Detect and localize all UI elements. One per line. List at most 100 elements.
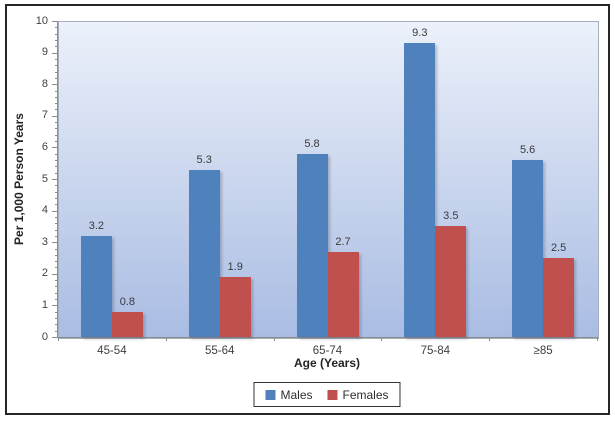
y-minor-tick — [55, 293, 58, 294]
y-minor-tick — [55, 185, 58, 186]
y-minor-tick — [55, 261, 58, 262]
y-minor-tick — [55, 97, 58, 98]
y-minor-tick — [55, 72, 58, 73]
y-minor-tick — [55, 59, 58, 60]
bar-males-55-64 — [189, 170, 220, 337]
y-minor-tick — [55, 217, 58, 218]
x-boundary-tick — [166, 337, 167, 341]
y-minor-tick — [55, 109, 58, 110]
y-tick-label: 1 — [41, 298, 48, 311]
y-major-tick — [52, 21, 58, 22]
y-minor-tick — [55, 318, 58, 319]
y-major-tick — [52, 84, 58, 85]
y-minor-tick — [55, 103, 58, 104]
y-minor-tick — [55, 34, 58, 35]
y-major-tick — [52, 147, 58, 148]
y-minor-tick — [55, 249, 58, 250]
y-major-tick — [52, 274, 58, 275]
x-axis-title: Age (Years) — [293, 356, 361, 370]
y-major-tick — [52, 337, 58, 338]
legend-item-females: Females — [327, 387, 389, 402]
x-boundary-tick — [274, 337, 275, 341]
y-minor-tick — [55, 141, 58, 142]
y-tick-label: 3 — [41, 235, 48, 248]
data-label: 3.5 — [443, 210, 459, 223]
bar-males-45-54 — [81, 236, 112, 337]
y-tick-label: 0 — [41, 330, 48, 343]
y-minor-tick — [55, 154, 58, 155]
bar-males-≥85 — [512, 160, 543, 337]
y-minor-tick — [55, 255, 58, 256]
y-minor-tick — [55, 267, 58, 268]
bar-males-75-84 — [404, 43, 435, 337]
y-minor-tick — [55, 299, 58, 300]
legend-swatch-icon — [265, 389, 276, 400]
x-boundary-tick — [381, 337, 382, 341]
bar-females-75-84 — [435, 226, 466, 337]
y-tick-label: 7 — [41, 109, 48, 122]
data-label: 0.8 — [119, 295, 136, 308]
y-minor-tick — [55, 312, 58, 313]
y-tick-label: 10 — [35, 14, 48, 27]
y-minor-tick — [55, 166, 58, 167]
y-minor-tick — [55, 160, 58, 161]
y-tick-label: 6 — [41, 140, 48, 153]
data-label: 1.9 — [227, 260, 243, 273]
y-axis-title: Per 1,000 Person Years — [12, 113, 26, 245]
y-minor-tick — [55, 236, 58, 237]
y-minor-tick — [55, 135, 58, 136]
legend-swatch-icon — [327, 389, 338, 400]
y-minor-tick — [55, 192, 58, 193]
y-minor-tick — [55, 198, 58, 199]
y-minor-tick — [55, 331, 58, 332]
bar-females-65-74 — [328, 252, 359, 337]
y-minor-tick — [55, 65, 58, 66]
y-minor-tick — [55, 223, 58, 224]
y-minor-tick — [55, 230, 58, 231]
data-label: 5.3 — [196, 153, 212, 166]
bar-females-45-54 — [112, 312, 143, 337]
y-major-tick — [52, 242, 58, 243]
legend: Males Females — [253, 382, 401, 407]
x-boundary-tick — [58, 337, 59, 341]
data-label: 5.6 — [519, 144, 536, 157]
data-label: 9.3 — [412, 27, 428, 40]
y-minor-tick — [55, 78, 58, 79]
x-tick-label: 45-54 — [97, 345, 127, 357]
legend-item-males: Males — [265, 387, 313, 402]
y-major-tick — [52, 305, 58, 306]
y-minor-tick — [55, 280, 58, 281]
data-label: 5.8 — [304, 137, 320, 150]
data-label: 2.5 — [550, 242, 567, 254]
y-major-tick — [52, 179, 58, 180]
y-minor-tick — [55, 286, 58, 287]
y-minor-tick — [55, 91, 58, 92]
x-boundary-tick — [489, 337, 490, 341]
bar-males-65-74 — [297, 154, 328, 337]
y-tick-label: 8 — [41, 77, 48, 90]
data-label: 3.2 — [88, 219, 105, 232]
y-tick-label: 9 — [41, 46, 48, 59]
x-boundary-tick — [597, 337, 598, 341]
bar-females-≥85 — [543, 258, 574, 337]
y-tick-label: 4 — [41, 204, 48, 217]
x-tick-label: 75-84 — [420, 345, 450, 357]
y-minor-tick — [55, 40, 58, 41]
y-minor-tick — [55, 27, 58, 28]
bar-females-55-64 — [220, 277, 251, 337]
y-minor-tick — [55, 204, 58, 205]
y-minor-tick — [55, 46, 58, 47]
x-axis-line — [54, 337, 598, 338]
x-tick-label: ≥85 — [533, 345, 553, 357]
y-minor-tick — [55, 122, 58, 123]
legend-label: Females — [342, 387, 389, 402]
y-major-tick — [52, 53, 58, 54]
legend-label: Males — [280, 387, 313, 402]
y-minor-tick — [55, 128, 58, 129]
data-label: 2.7 — [335, 235, 351, 248]
y-major-tick — [52, 116, 58, 117]
y-minor-tick — [55, 324, 58, 325]
y-tick-label: 5 — [41, 172, 48, 185]
y-major-tick — [52, 211, 58, 212]
y-tick-label: 2 — [41, 267, 48, 280]
